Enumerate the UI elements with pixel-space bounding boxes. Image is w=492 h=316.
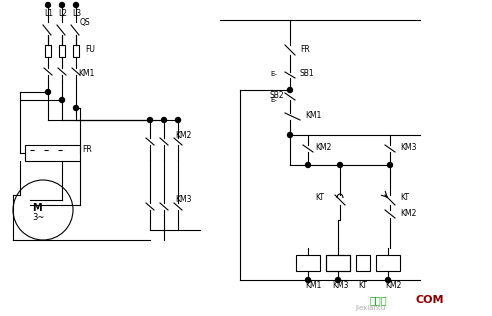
Text: FR: FR — [300, 46, 310, 54]
Circle shape — [45, 3, 51, 8]
Text: KT: KT — [400, 193, 409, 203]
Bar — [59, 45, 65, 57]
Circle shape — [73, 3, 79, 8]
Text: 接线图: 接线图 — [370, 295, 388, 305]
Circle shape — [45, 89, 51, 94]
Circle shape — [60, 98, 64, 102]
Bar — [296, 255, 320, 271]
Bar — [356, 255, 370, 271]
Text: KM1: KM1 — [305, 112, 321, 120]
Text: FR: FR — [82, 145, 92, 155]
Text: KM2: KM2 — [175, 131, 191, 139]
Circle shape — [336, 277, 340, 283]
Bar — [326, 255, 350, 271]
Circle shape — [148, 118, 153, 123]
Text: L1: L1 — [44, 9, 53, 19]
Text: jiexiantu: jiexiantu — [355, 305, 385, 311]
Text: E-: E- — [270, 71, 277, 77]
Bar — [45, 45, 51, 57]
Text: KM2: KM2 — [315, 143, 332, 153]
Text: E-: E- — [270, 97, 277, 103]
Circle shape — [161, 118, 166, 123]
Text: FU: FU — [85, 46, 95, 54]
Bar — [25, 145, 80, 161]
Text: KM2: KM2 — [400, 210, 416, 218]
Circle shape — [73, 106, 79, 111]
Text: COM: COM — [415, 295, 443, 305]
Text: L3: L3 — [72, 9, 81, 19]
Text: KM3: KM3 — [400, 143, 417, 153]
Text: KM3: KM3 — [332, 281, 348, 289]
Circle shape — [386, 277, 391, 283]
Bar — [376, 255, 400, 271]
Text: QS: QS — [80, 17, 91, 27]
Circle shape — [60, 3, 64, 8]
Text: KM2: KM2 — [385, 281, 401, 289]
Bar — [73, 45, 79, 57]
Text: 3~: 3~ — [32, 214, 44, 222]
Bar — [326, 255, 350, 271]
Circle shape — [287, 132, 293, 137]
Circle shape — [388, 162, 393, 167]
Text: KT: KT — [315, 193, 324, 203]
Circle shape — [306, 162, 310, 167]
Circle shape — [176, 118, 181, 123]
Circle shape — [306, 277, 310, 283]
Text: KT: KT — [358, 281, 367, 289]
Text: SB1: SB1 — [300, 70, 314, 78]
Text: SB2: SB2 — [270, 90, 285, 100]
Text: L2: L2 — [58, 9, 67, 19]
Circle shape — [338, 162, 342, 167]
Circle shape — [287, 88, 293, 93]
Text: KM3: KM3 — [175, 196, 191, 204]
Text: KM1: KM1 — [305, 281, 321, 289]
Text: KM1: KM1 — [78, 69, 94, 77]
Text: M: M — [32, 203, 42, 213]
